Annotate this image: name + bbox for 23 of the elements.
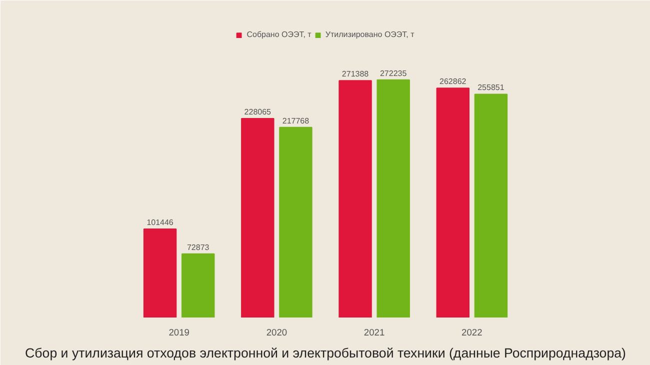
legend-label: Собрано ОЭЭТ, т <box>246 30 312 39</box>
data-label: 271388 <box>342 70 370 79</box>
legend-label: Утилизировано ОЭЭТ, т <box>325 30 414 39</box>
bar <box>376 79 410 318</box>
data-label: 262862 <box>440 77 467 86</box>
data-label: 72873 <box>186 242 210 252</box>
bar <box>182 253 215 318</box>
x-tick-label: 2019 <box>168 328 190 338</box>
x-tick-label: 2022 <box>462 328 482 338</box>
bar <box>436 88 470 318</box>
data-label: 228065 <box>244 107 272 116</box>
bar <box>474 94 508 318</box>
x-tick-label: 2020 <box>266 328 288 338</box>
bar <box>143 228 177 318</box>
bar <box>338 80 372 318</box>
bar <box>279 126 312 318</box>
text: Сбор и утилизация отходов электронной и электробытовой техники (данные Росприроднадзора) <box>25 346 626 360</box>
data-label: 255851 <box>478 83 505 92</box>
data-label: 272235 <box>380 68 408 78</box>
data-label: 217768 <box>282 116 310 126</box>
x-tick-label: 2021 <box>364 328 385 338</box>
data-label: 101446 <box>146 218 174 227</box>
bar <box>241 118 274 318</box>
